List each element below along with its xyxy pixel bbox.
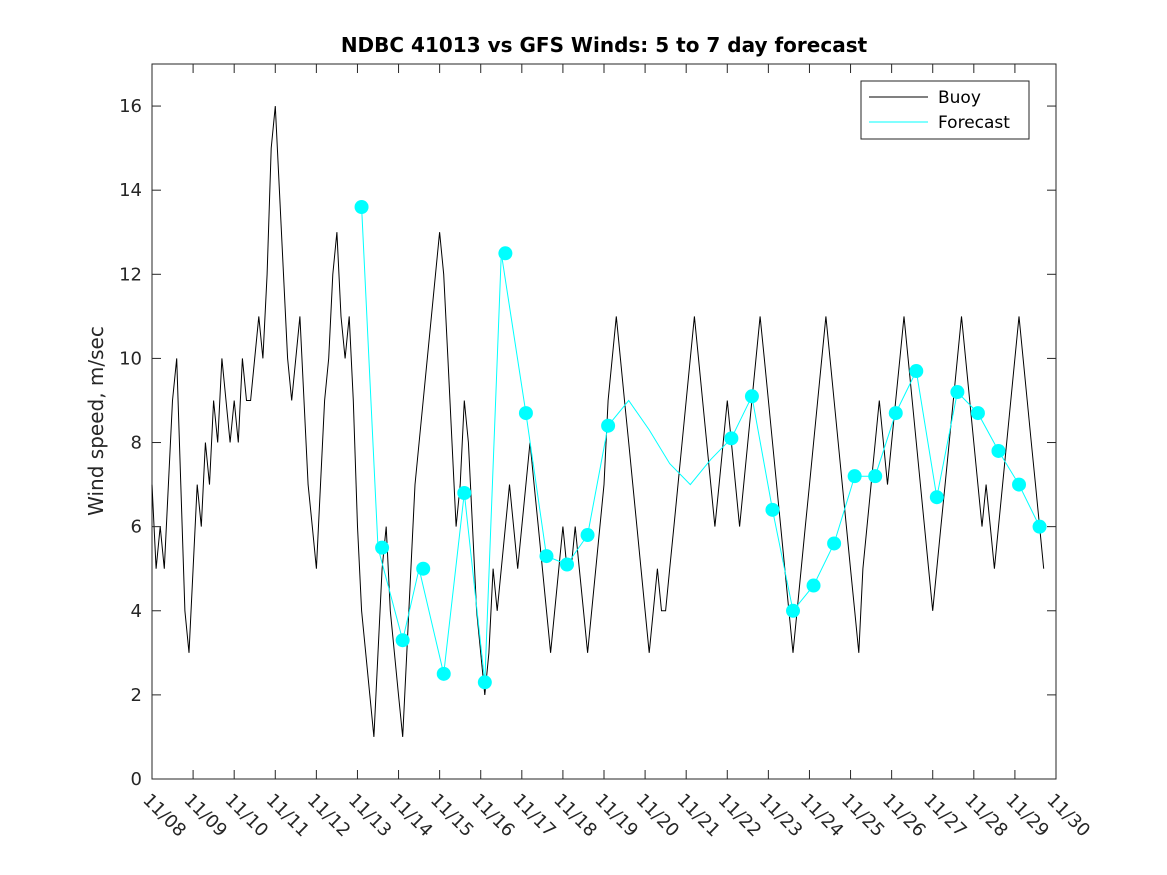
forecast-marker xyxy=(806,578,821,593)
forecast-marker xyxy=(436,666,451,681)
y-tick-label: 4 xyxy=(131,601,142,622)
forecast-marker xyxy=(560,557,575,572)
forecast-marker xyxy=(868,469,883,484)
forecast-marker xyxy=(498,246,513,261)
forecast-marker xyxy=(375,540,390,555)
y-tick-label: 2 xyxy=(131,685,142,706)
forecast-line xyxy=(361,206,1041,683)
forecast-marker xyxy=(909,364,924,379)
y-tick-label: 6 xyxy=(131,517,142,538)
forecast-marker xyxy=(744,389,759,404)
forecast-marker xyxy=(991,443,1006,458)
forecast-marker xyxy=(1032,519,1047,534)
forecast-marker xyxy=(539,549,554,564)
forecast-marker xyxy=(847,469,862,484)
y-tick-label: 0 xyxy=(131,769,142,790)
forecast-marker xyxy=(827,536,842,551)
forecast-marker xyxy=(888,406,903,421)
plot-area xyxy=(151,63,1057,780)
forecast-marker xyxy=(416,561,431,576)
y-tick-label: 8 xyxy=(131,433,142,454)
y-tick-label: 16 xyxy=(119,96,142,117)
marker-layer xyxy=(354,200,1047,690)
legend-label-forecast: Forecast xyxy=(938,113,1010,133)
forecast-marker xyxy=(970,406,985,421)
y-tick-label: 10 xyxy=(119,348,142,369)
forecast-marker xyxy=(765,502,780,517)
forecast-marker xyxy=(786,603,801,618)
forecast-marker xyxy=(477,675,492,690)
forecast-marker xyxy=(354,200,369,214)
y-tick-label: 14 xyxy=(119,180,142,201)
y-tick-label: 12 xyxy=(119,264,142,285)
forecast-marker xyxy=(929,490,944,505)
y-axis: 0 2 4 6 8 10 12 14 16 xyxy=(119,96,1056,790)
legend-label-buoy: Buoy xyxy=(938,88,981,108)
chart-title: NDBC 41013 vs GFS Winds: 5 to 7 day fore… xyxy=(341,33,868,57)
forecast-marker xyxy=(601,418,616,433)
y-axis-label: Wind speed, m/sec xyxy=(84,326,108,516)
forecast-marker xyxy=(1012,477,1027,492)
forecast-marker xyxy=(457,486,472,500)
forecast-marker xyxy=(580,528,595,543)
legend: Buoy Forecast xyxy=(860,80,1030,140)
forecast-marker xyxy=(950,385,965,400)
forecast-marker xyxy=(724,431,739,446)
legend-box xyxy=(860,80,1030,140)
forecast-marker xyxy=(395,633,410,648)
forecast-marker xyxy=(518,406,533,421)
